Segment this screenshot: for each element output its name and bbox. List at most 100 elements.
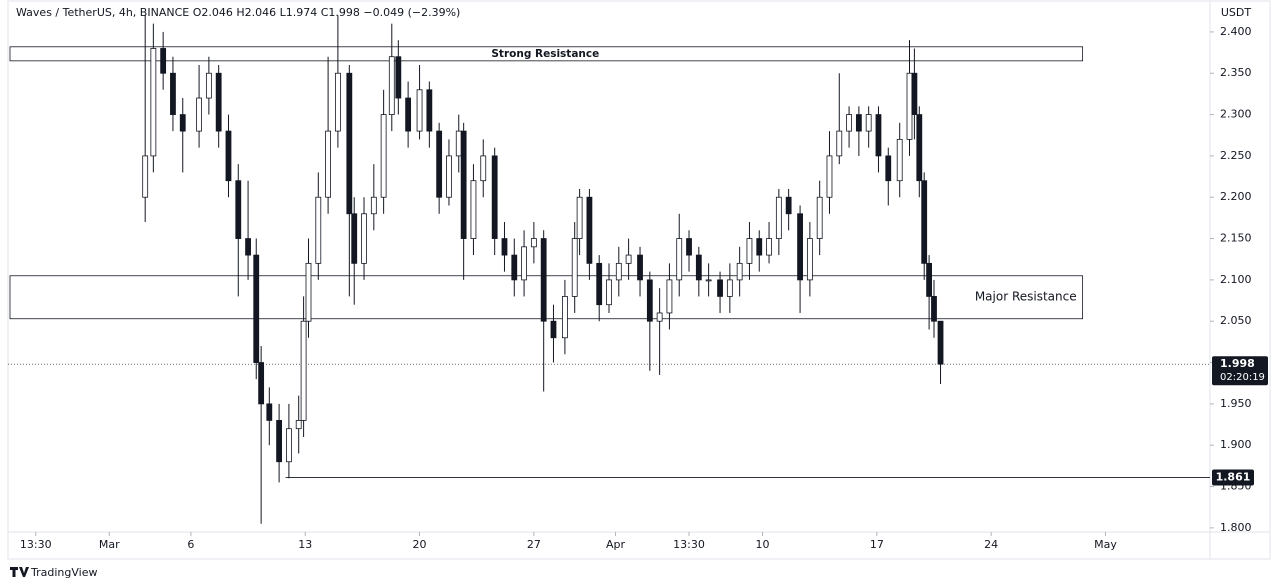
zone-label: Strong Resistance bbox=[491, 48, 599, 60]
candle-body bbox=[797, 213, 803, 281]
candle-body bbox=[596, 262, 603, 306]
candle-body bbox=[351, 213, 358, 264]
support-price-label: 1.861 bbox=[1216, 470, 1251, 483]
candle-body bbox=[615, 262, 622, 281]
candle-body bbox=[926, 262, 932, 297]
support-price-tag bbox=[1212, 469, 1254, 486]
candle-body bbox=[511, 254, 518, 281]
candle-body bbox=[576, 196, 583, 239]
candle-body bbox=[666, 279, 673, 314]
candle-body bbox=[586, 196, 593, 264]
candle-body bbox=[921, 180, 928, 264]
candle-body bbox=[426, 89, 433, 132]
logo-icon bbox=[10, 567, 29, 577]
candle-body bbox=[295, 420, 302, 430]
candle-body bbox=[717, 279, 723, 297]
candle-body bbox=[215, 72, 222, 132]
x-tick-label: 27 bbox=[527, 538, 541, 551]
chart-title: Waves / TetherUS, 4h, BINANCE O2.046 H2.… bbox=[16, 6, 460, 19]
zone bbox=[9, 46, 1084, 62]
candle-body bbox=[836, 130, 843, 157]
y-tick-label: 2.200 bbox=[1220, 190, 1252, 203]
candle-body bbox=[258, 362, 265, 405]
candle-body bbox=[521, 246, 527, 281]
candle-body bbox=[806, 238, 813, 281]
y-tick-label: 2.250 bbox=[1220, 149, 1252, 162]
candle-body bbox=[686, 238, 692, 256]
candle-body bbox=[855, 114, 862, 132]
candle-body bbox=[656, 312, 663, 322]
candle-body bbox=[160, 48, 167, 74]
candle-body bbox=[286, 428, 292, 463]
candle-body bbox=[896, 138, 903, 182]
candle-body bbox=[276, 420, 283, 463]
candle-body bbox=[695, 254, 702, 281]
candle-body bbox=[334, 72, 341, 132]
y-tick-label: 1.800 bbox=[1220, 521, 1252, 534]
currency-label: USDT bbox=[1221, 6, 1252, 19]
candle-body bbox=[170, 72, 176, 115]
candle-body bbox=[530, 238, 537, 248]
y-tick-label: 2.150 bbox=[1220, 232, 1252, 245]
candle-body bbox=[253, 254, 260, 363]
candle-body bbox=[380, 114, 387, 198]
candle-body bbox=[455, 130, 462, 157]
zone-label: Major Resistance bbox=[975, 290, 1077, 304]
candle-body bbox=[305, 262, 312, 322]
last-price-tag bbox=[1212, 356, 1268, 386]
candle-body bbox=[142, 155, 149, 198]
x-tick-label: 10 bbox=[756, 538, 770, 551]
x-tick-label: 17 bbox=[870, 538, 884, 551]
x-tick-label: Mar bbox=[99, 538, 120, 551]
candle-body bbox=[846, 114, 852, 132]
candle-body bbox=[937, 320, 944, 365]
candle-body bbox=[416, 89, 423, 132]
countdown-label: 02:20:19 bbox=[1220, 372, 1265, 383]
candle-body bbox=[736, 262, 743, 281]
candle-body bbox=[826, 155, 833, 198]
brand-name: TradingView bbox=[30, 566, 97, 579]
x-tick-label: May bbox=[1094, 538, 1117, 551]
y-tick-label: 2.350 bbox=[1220, 66, 1252, 79]
candle-body bbox=[370, 196, 377, 215]
candle-body bbox=[875, 114, 882, 157]
candle-body bbox=[646, 279, 653, 322]
candle-body bbox=[885, 155, 892, 182]
candle-body bbox=[540, 238, 547, 322]
candle-body bbox=[388, 56, 395, 115]
candle-body bbox=[491, 155, 498, 239]
candle-body bbox=[315, 196, 322, 264]
y-tick-label: 2.100 bbox=[1220, 273, 1252, 286]
candle-body bbox=[179, 114, 186, 132]
candle-body bbox=[766, 238, 772, 256]
candle-body bbox=[266, 403, 273, 421]
candle-body bbox=[436, 130, 443, 198]
candle-body bbox=[300, 320, 307, 421]
candle-body bbox=[911, 72, 918, 115]
candle-body bbox=[775, 196, 782, 239]
candle-body bbox=[756, 238, 763, 256]
candle-body bbox=[346, 72, 353, 215]
candle-body bbox=[325, 130, 331, 198]
candle-body bbox=[460, 130, 467, 239]
candle-body bbox=[785, 196, 792, 215]
candle-body bbox=[906, 72, 913, 140]
y-tick-label: 1.950 bbox=[1220, 397, 1252, 410]
x-tick-label: 13:30 bbox=[673, 538, 705, 551]
candle-body bbox=[405, 97, 412, 132]
candle-body bbox=[196, 97, 202, 132]
candle-body bbox=[916, 114, 923, 182]
logo: TradingView bbox=[10, 566, 97, 579]
y-tick-label: 2.300 bbox=[1220, 108, 1252, 121]
candle-body bbox=[816, 196, 823, 239]
candle-body bbox=[501, 238, 508, 256]
last-price-label: 1.998 bbox=[1220, 357, 1255, 370]
candle-body bbox=[625, 254, 632, 264]
candle-body bbox=[235, 180, 242, 239]
x-tick-label: 20 bbox=[413, 538, 427, 551]
candle-body bbox=[637, 254, 643, 281]
candle-body bbox=[470, 180, 477, 239]
candle-body bbox=[865, 114, 872, 132]
x-tick-label: 24 bbox=[984, 538, 998, 551]
candle-body bbox=[562, 296, 568, 339]
